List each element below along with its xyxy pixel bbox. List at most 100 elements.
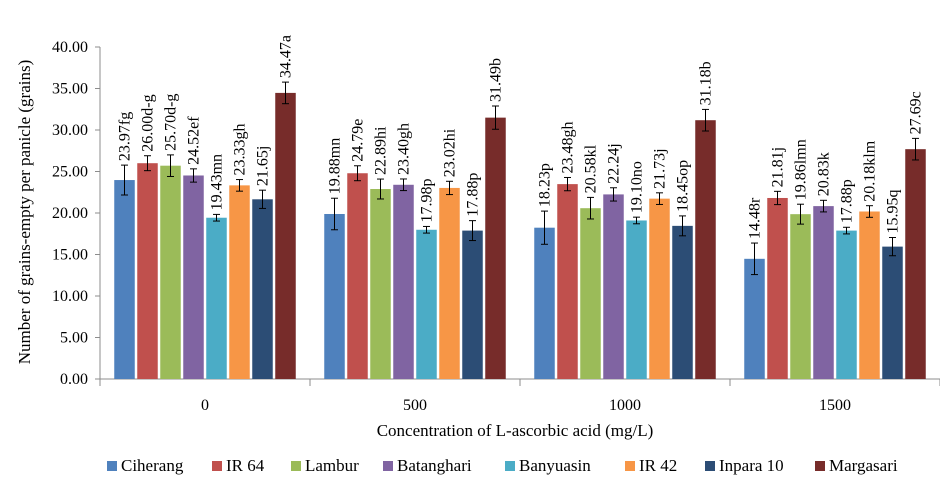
legend-swatch bbox=[107, 461, 117, 471]
bar-ir-64 bbox=[767, 197, 788, 379]
data-label: 26.00d-g bbox=[140, 94, 157, 151]
error-bar bbox=[423, 225, 430, 234]
data-label: 24.79e bbox=[350, 119, 367, 162]
data-label: 18.45op bbox=[675, 160, 692, 212]
error-bar bbox=[190, 168, 197, 183]
y-axis-title: Number of grains-empty per panicle (grai… bbox=[15, 60, 34, 364]
y-tick-label: 40.00 bbox=[52, 39, 88, 56]
error-bar bbox=[843, 226, 850, 235]
bar-inpara-10 bbox=[672, 225, 693, 379]
y-tick-label: 10.00 bbox=[52, 288, 88, 305]
data-label: 31.49b bbox=[488, 58, 505, 102]
data-label: 17.88p bbox=[465, 173, 482, 217]
legend-label: Batanghari bbox=[397, 456, 472, 475]
bar-banyuasin bbox=[416, 229, 437, 379]
y-tick-label: 5.00 bbox=[60, 330, 88, 347]
error-bar bbox=[469, 220, 476, 242]
error-bar bbox=[656, 192, 663, 205]
bar-margasari bbox=[275, 92, 296, 380]
y-tick-label: 25.00 bbox=[52, 164, 88, 181]
data-label: 23.97fg bbox=[117, 112, 134, 161]
legend-item-ir-42: IR 42 bbox=[625, 456, 677, 475]
data-label: 14.48r bbox=[747, 197, 764, 239]
bar-banyuasin bbox=[626, 220, 647, 379]
error-bar bbox=[889, 236, 896, 257]
legend-item-ciherang: Ciherang bbox=[107, 456, 184, 475]
legend-swatch bbox=[625, 461, 635, 471]
data-label: 20.18klm bbox=[862, 140, 879, 201]
data-label: 22.89hi bbox=[373, 126, 390, 175]
bar-ciherang bbox=[114, 180, 135, 379]
data-label: 20.58kl bbox=[583, 144, 600, 193]
error-bar bbox=[282, 81, 289, 105]
data-label: 25.70d-g bbox=[163, 94, 180, 151]
legend-label: Inpara 10 bbox=[719, 456, 784, 475]
error-bar bbox=[259, 189, 266, 209]
bar-ir-64 bbox=[347, 173, 368, 379]
data-label: 19.43mn bbox=[209, 154, 226, 210]
error-bar bbox=[702, 108, 709, 132]
legend-swatch bbox=[291, 461, 301, 471]
bar-inpara-10 bbox=[462, 230, 483, 379]
bar-ir-42 bbox=[859, 211, 880, 379]
data-label: 17.98p bbox=[419, 178, 436, 222]
bar-batanghari bbox=[813, 206, 834, 379]
legend-label: Lambur bbox=[305, 456, 359, 475]
bar-banyuasin bbox=[836, 230, 857, 379]
bar-inpara-10 bbox=[882, 246, 903, 379]
bar-batanghari bbox=[393, 184, 414, 379]
data-label: 24.52ef bbox=[186, 116, 203, 165]
error-bar bbox=[331, 197, 338, 231]
data-label: 20.83k bbox=[816, 152, 833, 196]
data-label: 19.86lmn bbox=[793, 139, 810, 200]
error-bar bbox=[774, 190, 781, 206]
error-bar bbox=[912, 137, 919, 161]
legend-swatch bbox=[505, 461, 515, 471]
legend-swatch bbox=[705, 461, 715, 471]
bar-ir-64 bbox=[557, 184, 578, 379]
bar-banyuasin bbox=[206, 217, 227, 379]
x-axis-title: Concentration of L-ascorbic acid (mg/L) bbox=[377, 421, 654, 440]
bar-ir-42 bbox=[649, 198, 670, 379]
x-tick-label: 1000 bbox=[609, 397, 641, 414]
legend-label: Banyuasin bbox=[519, 456, 591, 475]
error-bar bbox=[236, 179, 243, 192]
error-bar bbox=[377, 178, 384, 200]
bar-lambur bbox=[580, 208, 601, 379]
data-label: 23.33gh bbox=[232, 124, 249, 176]
bar-batanghari bbox=[603, 194, 624, 379]
bar-margasari bbox=[695, 120, 716, 380]
error-bar bbox=[866, 205, 873, 218]
x-tick-label: 1500 bbox=[819, 397, 851, 414]
error-bar bbox=[400, 178, 407, 192]
legend-item-inpara-10: Inpara 10 bbox=[705, 456, 784, 475]
legend-label: Margasari bbox=[829, 456, 898, 475]
bar-lambur bbox=[370, 189, 391, 379]
bar-lambur bbox=[160, 165, 181, 379]
bar-margasari bbox=[905, 149, 926, 379]
bars: 23.97fg 26.00d-g 25.70d-g 24.52ef 19.43mn 23.… bbox=[114, 35, 926, 380]
y-axis-ticks: 0.00 5.00 10.00 15.00 20.00 25.00 30.00 35.00 40… bbox=[52, 39, 88, 388]
bar-ir-64 bbox=[137, 163, 158, 379]
data-label: 31.18b bbox=[698, 61, 715, 105]
bar-inpara-10 bbox=[252, 199, 273, 379]
error-bar bbox=[144, 155, 151, 172]
error-bar bbox=[121, 164, 128, 196]
legend-item-margasari: Margasari bbox=[815, 456, 898, 475]
y-tick-label: 20.00 bbox=[52, 205, 88, 222]
y-tick-label: 0.00 bbox=[60, 371, 88, 388]
bar-ciherang bbox=[534, 227, 555, 379]
bar-ir-42 bbox=[229, 185, 250, 379]
error-bar bbox=[492, 105, 499, 130]
y-tick-label: 30.00 bbox=[52, 122, 88, 139]
legend-swatch bbox=[212, 461, 222, 471]
legend-item-banyuasin: Banyuasin bbox=[505, 456, 591, 475]
bar-ciherang bbox=[744, 258, 765, 379]
x-tick-label: 500 bbox=[403, 397, 427, 414]
y-tick-label: 35.00 bbox=[52, 81, 88, 98]
legend-item-lambur: Lambur bbox=[291, 456, 359, 475]
data-label: 21.73j bbox=[652, 148, 669, 188]
error-bar bbox=[587, 196, 594, 220]
error-bar bbox=[610, 187, 617, 202]
